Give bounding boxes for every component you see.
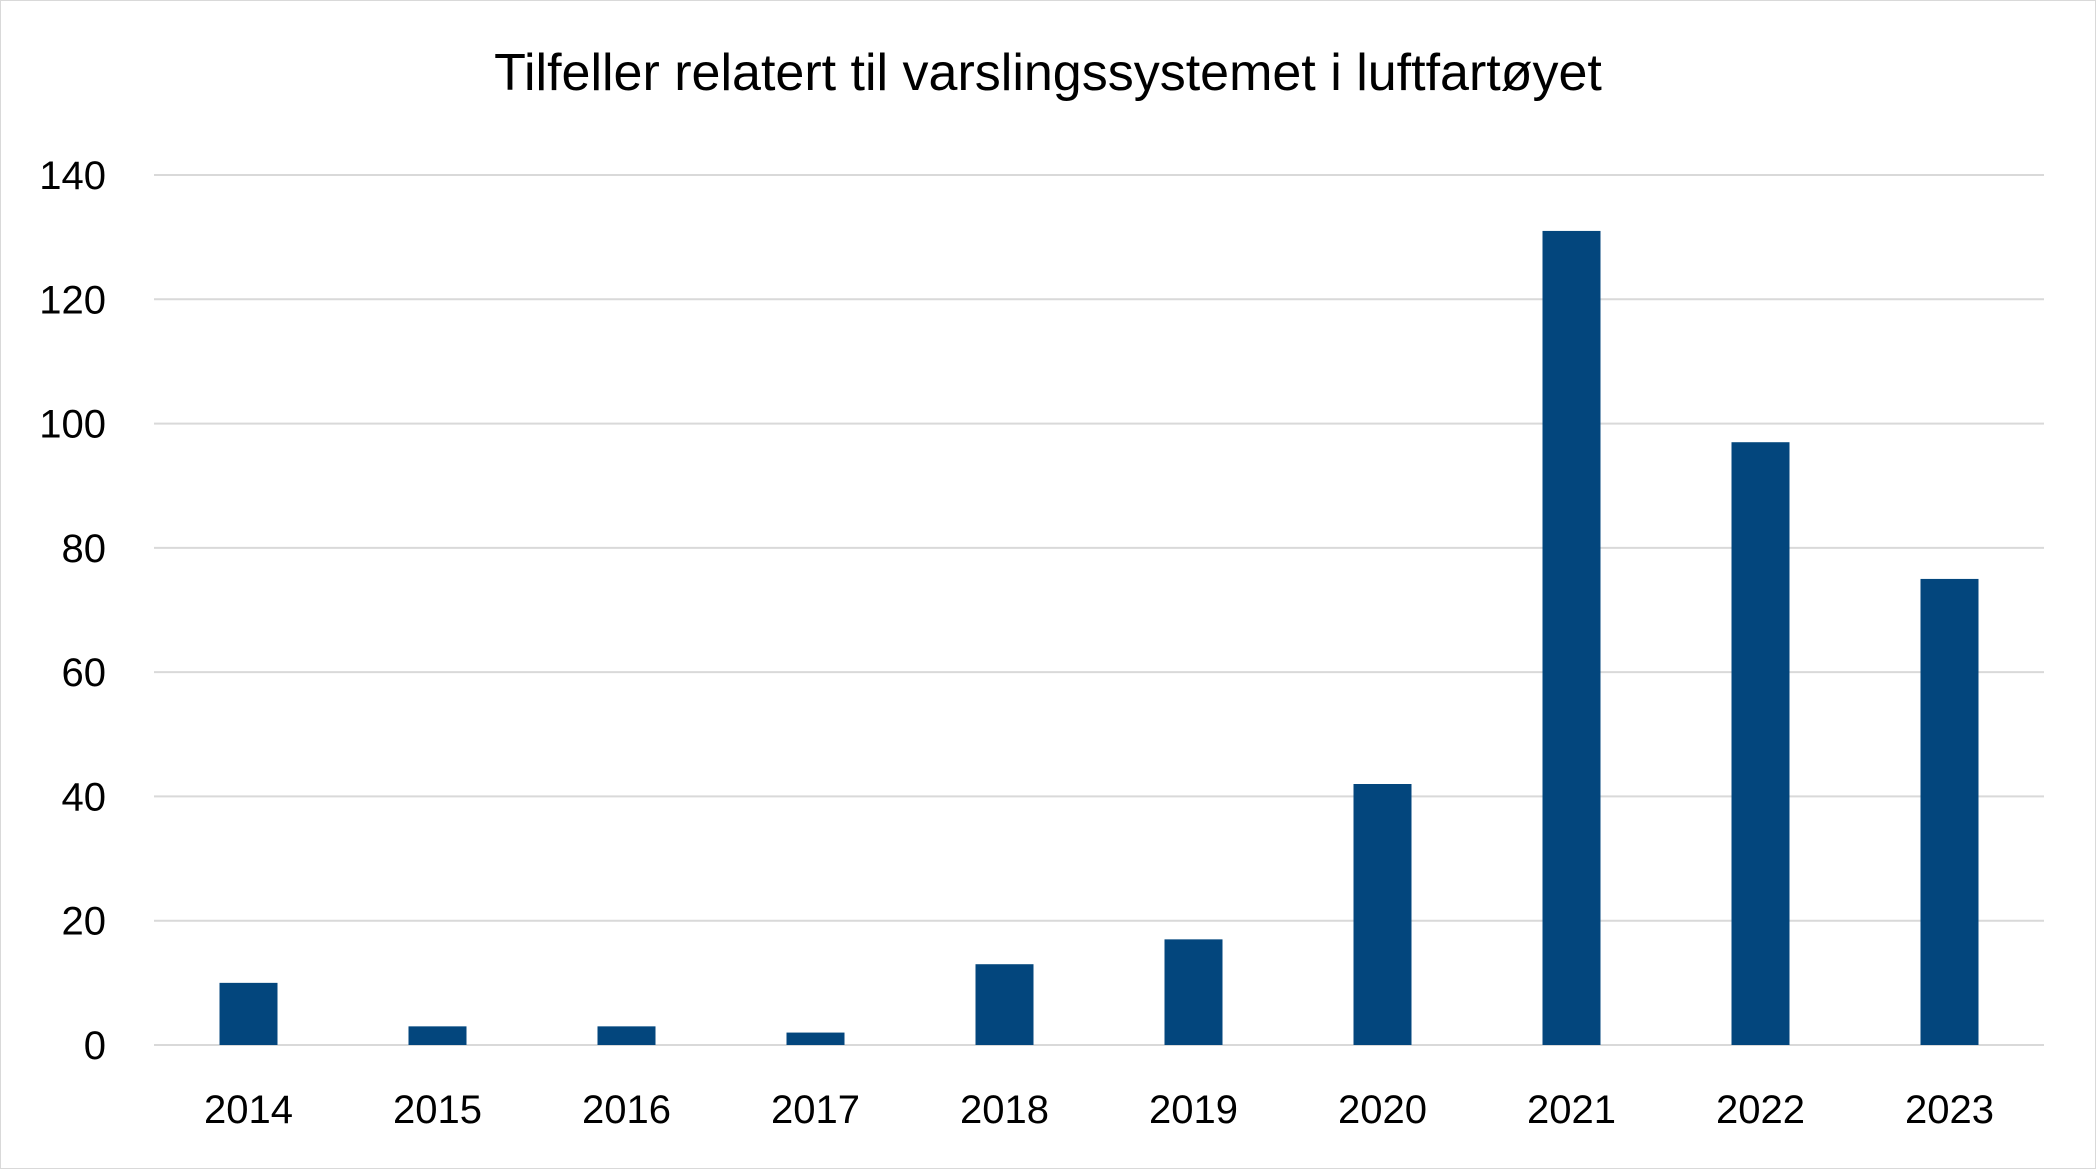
y-tick-label: 140 <box>39 154 106 198</box>
x-tick-label: 2017 <box>771 1088 860 1132</box>
chart-title: Tilfeller relatert til varslingssystemet… <box>494 44 1602 102</box>
x-tick-label: 2019 <box>1149 1088 1238 1132</box>
x-tick-label: 2021 <box>1527 1088 1616 1132</box>
bar <box>786 1032 845 1045</box>
bar <box>1542 230 1601 1045</box>
bar <box>1731 442 1790 1045</box>
x-tick-label: 2023 <box>1905 1088 1994 1132</box>
bar <box>1164 939 1223 1045</box>
y-tick-label: 120 <box>39 278 106 322</box>
bar <box>1353 784 1412 1045</box>
y-tick-label: 20 <box>62 900 107 944</box>
bar <box>1920 578 1979 1045</box>
x-tick-label: 2020 <box>1338 1088 1427 1132</box>
y-tick-label: 80 <box>62 527 107 571</box>
y-tick-label: 40 <box>62 775 107 819</box>
y-tick-label: 0 <box>84 1024 106 1068</box>
x-tick-label: 2022 <box>1716 1088 1805 1132</box>
bar <box>408 1026 467 1045</box>
x-tick-label: 2018 <box>960 1088 1049 1132</box>
bar <box>219 982 278 1045</box>
y-tick-label: 100 <box>39 403 106 447</box>
x-tick-label: 2014 <box>204 1088 293 1132</box>
y-tick-label: 60 <box>62 651 107 695</box>
x-tick-label: 2015 <box>393 1088 482 1132</box>
x-tick-label: 2016 <box>582 1088 671 1132</box>
bar <box>597 1026 656 1045</box>
bar <box>975 964 1034 1045</box>
